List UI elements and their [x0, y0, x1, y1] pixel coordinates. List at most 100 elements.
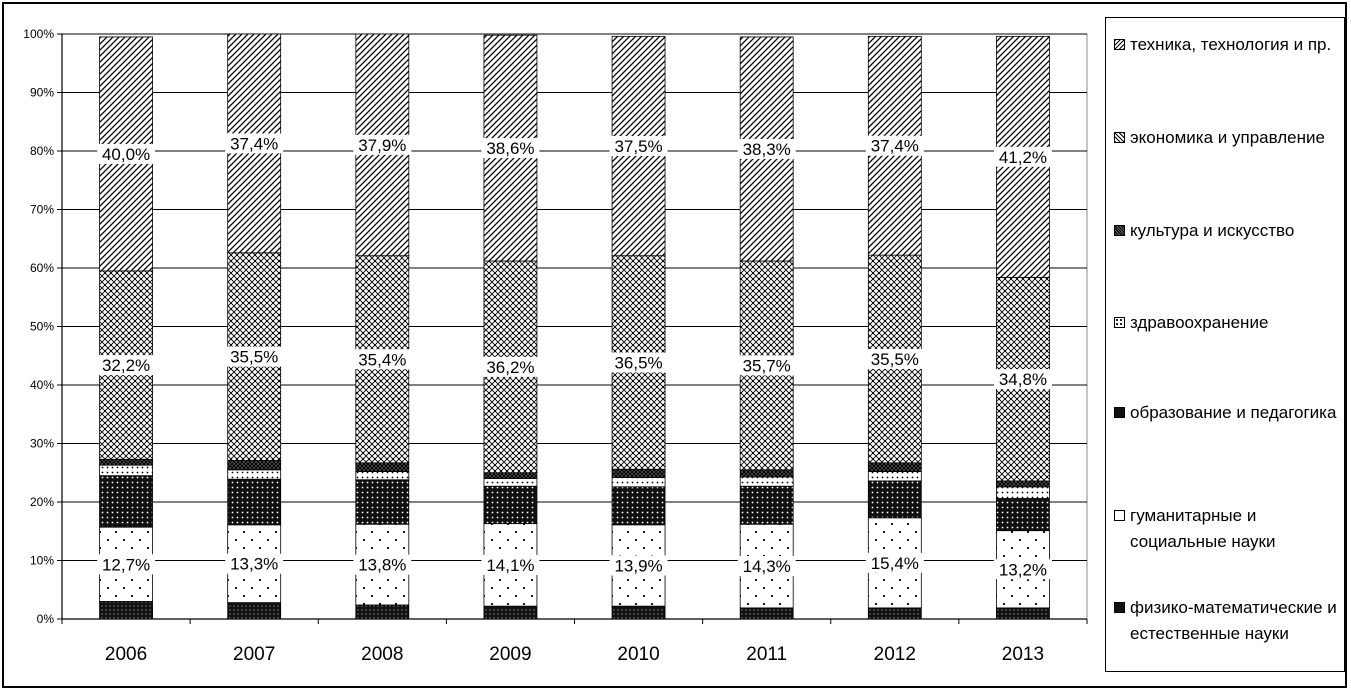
legend-swatch: [1114, 510, 1125, 521]
data-label: 36,5%: [614, 353, 662, 372]
data-label: 40,0%: [102, 145, 150, 164]
bar-segment: [99, 458, 153, 466]
data-label: 13,2%: [999, 560, 1047, 579]
data-label: 41,2%: [999, 148, 1047, 167]
data-label-bg: [993, 146, 1052, 167]
x-tick-label: 2013: [1002, 644, 1044, 665]
data-label-bg: [225, 133, 284, 154]
y-tick-label: 40%: [30, 378, 54, 392]
data-label-bg: [865, 348, 924, 369]
bar-segment: [996, 498, 1050, 532]
legend-label: здравоохранение: [1130, 313, 1269, 332]
data-label: 36,2%: [486, 358, 534, 377]
legend-swatch: [1114, 132, 1125, 143]
y-tick-label: 70%: [30, 203, 54, 217]
bar-segment: [996, 486, 1050, 499]
data-label: 37,5%: [614, 137, 662, 156]
data-label-bg: [993, 559, 1052, 580]
data-label-bg: [353, 554, 412, 575]
legend-swatch: [1114, 602, 1125, 613]
data-label-bg: [481, 138, 540, 159]
data-label: 35,7%: [743, 356, 791, 375]
data-label-bg: [609, 136, 668, 157]
bar-segment: [99, 464, 153, 477]
data-label: 13,9%: [614, 556, 662, 575]
x-tick-label: 2006: [105, 644, 147, 665]
data-label-bg: [737, 355, 796, 376]
data-label-bg: [97, 554, 156, 575]
x-tick-label: 2012: [874, 644, 916, 665]
data-label: 14,1%: [486, 556, 534, 575]
bar-segment: [355, 462, 410, 472]
bar-segment: [355, 604, 410, 620]
bar-segment: [483, 605, 538, 620]
legend-label: техника, технология и пр.: [1130, 35, 1332, 54]
data-label: 13,8%: [358, 556, 406, 575]
bar-segment: [611, 486, 666, 526]
legend: техника, технология и пр. экономика и упр…: [1105, 17, 1345, 672]
bar-segment: [611, 477, 666, 488]
bar-segment: [739, 607, 794, 620]
data-label: 34,8%: [999, 370, 1047, 389]
legend-swatch: [1114, 317, 1125, 328]
data-label: 37,4%: [230, 134, 278, 153]
bar-segment: [227, 469, 282, 480]
plot-area: 0% 10% 20% 30% 40% 50% 60% 70% 80% 90% 100% 2006 200…: [23, 27, 1088, 665]
x-tick-label: 2009: [489, 644, 531, 665]
bar-segment: [611, 605, 666, 620]
bar-segment: [996, 480, 1050, 488]
bar-segment: [739, 485, 794, 525]
legend-swatch: [1114, 225, 1125, 236]
y-tick-label: 50%: [30, 320, 54, 334]
data-label-bg: [993, 369, 1052, 390]
x-tick-label: 2008: [361, 644, 403, 665]
legend-label: гуманитарные и социальные науки: [1130, 506, 1276, 551]
data-label: 15,4%: [871, 554, 919, 573]
data-label-bg: [97, 355, 156, 376]
bar-segment: [996, 607, 1050, 620]
data-label: 12,7%: [102, 555, 150, 574]
data-label: 32,2%: [102, 356, 150, 375]
data-label-bg: [225, 553, 284, 574]
bar-segment: [355, 471, 410, 481]
y-tick-label: 0%: [37, 612, 55, 626]
legend-label: культура и искусство: [1130, 221, 1295, 240]
data-label-bg: [737, 138, 796, 159]
bar-segment: [739, 469, 794, 478]
data-label: 14,3%: [743, 557, 791, 576]
x-tick-label: 2010: [617, 644, 659, 665]
data-label-bg: [97, 143, 156, 164]
bar-segment: [227, 460, 282, 471]
bar-segment: [99, 601, 153, 620]
data-label-bg: [609, 352, 668, 373]
bar-segment: [99, 475, 153, 528]
bar-segment: [355, 479, 410, 525]
legend-label: образование и педагогика: [1130, 403, 1337, 422]
legend-label: физико-математические и естественные нау…: [1130, 598, 1337, 643]
data-label: 35,5%: [230, 348, 278, 367]
bar-segment: [483, 478, 538, 487]
x-tick-label: 2007: [233, 644, 275, 665]
data-label: 35,5%: [871, 350, 919, 369]
bar-segment: [867, 480, 922, 519]
legend-label: экономика и управление: [1130, 128, 1325, 147]
data-label-bg: [353, 349, 412, 370]
bar-segment: [483, 472, 538, 479]
data-label-bg: [481, 554, 540, 575]
data-label: 35,4%: [358, 350, 406, 369]
bar-segment: [867, 607, 922, 620]
data-label: 37,4%: [871, 137, 919, 156]
data-label: 38,6%: [486, 139, 534, 158]
data-label-bg: [353, 134, 412, 155]
bar-segment: [227, 478, 282, 526]
y-tick-label: 20%: [30, 495, 54, 509]
data-label: 37,9%: [358, 136, 406, 155]
x-tick-label: 2011: [746, 644, 787, 665]
y-tick-label: 100%: [23, 27, 54, 41]
y-tick-label: 10%: [30, 554, 54, 568]
y-tick-label: 30%: [30, 437, 54, 451]
bar-segment: [867, 471, 922, 482]
legend-swatch: [1114, 39, 1125, 50]
y-tick-label: 60%: [30, 261, 54, 275]
